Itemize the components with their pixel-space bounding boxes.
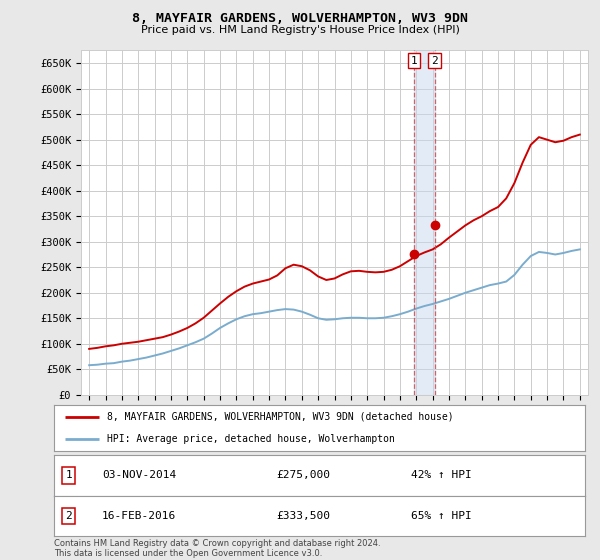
Text: 2: 2 [431, 55, 438, 66]
Text: 2: 2 [65, 511, 72, 521]
Text: 8, MAYFAIR GARDENS, WOLVERHAMPTON, WV3 9DN (detached house): 8, MAYFAIR GARDENS, WOLVERHAMPTON, WV3 9… [107, 412, 454, 422]
Text: £275,000: £275,000 [277, 470, 331, 480]
Text: 1: 1 [410, 55, 417, 66]
Text: 03-NOV-2014: 03-NOV-2014 [102, 470, 176, 480]
Text: £333,500: £333,500 [277, 511, 331, 521]
Text: Price paid vs. HM Land Registry's House Price Index (HPI): Price paid vs. HM Land Registry's House … [140, 25, 460, 35]
Text: Contains HM Land Registry data © Crown copyright and database right 2024.
This d: Contains HM Land Registry data © Crown c… [54, 539, 380, 558]
Text: 65% ↑ HPI: 65% ↑ HPI [411, 511, 472, 521]
Text: 8, MAYFAIR GARDENS, WOLVERHAMPTON, WV3 9DN: 8, MAYFAIR GARDENS, WOLVERHAMPTON, WV3 9… [132, 12, 468, 25]
Text: 42% ↑ HPI: 42% ↑ HPI [411, 470, 472, 480]
Text: 16-FEB-2016: 16-FEB-2016 [102, 511, 176, 521]
Text: HPI: Average price, detached house, Wolverhampton: HPI: Average price, detached house, Wolv… [107, 434, 395, 444]
Text: 1: 1 [65, 470, 72, 480]
Bar [413, 50, 434, 395]
